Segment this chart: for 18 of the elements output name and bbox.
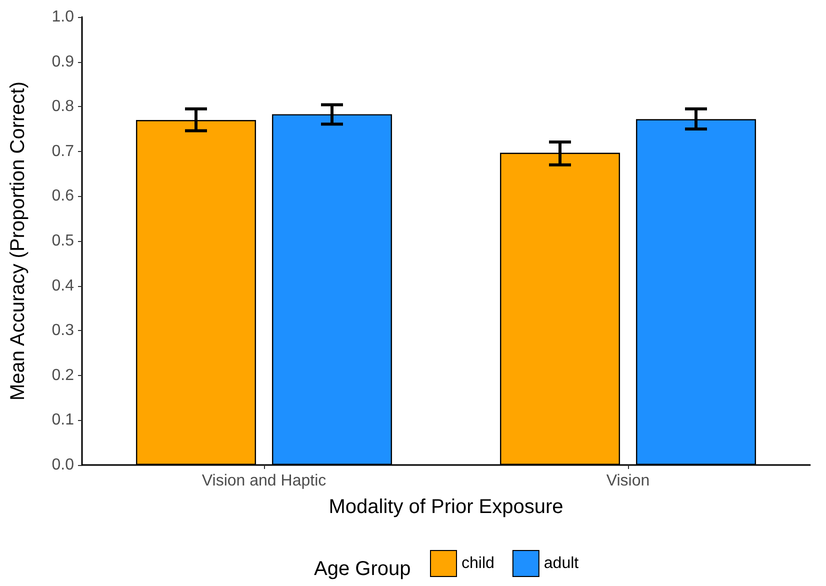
y-tick-label: 0.6 xyxy=(52,188,74,205)
y-tick-label: 0.2 xyxy=(52,366,74,384)
legend-label: child xyxy=(462,555,494,572)
y-tick-label: 0.7 xyxy=(52,142,74,160)
x-tick-label: Vision xyxy=(606,472,650,490)
x-axis-title: Modality of Prior Exposure xyxy=(328,496,564,518)
y-tick-label: 0.8 xyxy=(52,98,74,116)
y-axis-title: Mean Accuracy (Proportion Correct) xyxy=(7,81,29,401)
x-tick-label: Vision and Haptic xyxy=(202,472,326,490)
y-tick-label: 0.0 xyxy=(52,456,74,474)
y-tick-label: 0.3 xyxy=(52,322,74,340)
y-tick-label: 0.9 xyxy=(52,53,74,70)
y-tick-label: 0.1 xyxy=(52,412,74,429)
y-tick-label: 0.4 xyxy=(52,277,74,294)
y-tick-label: 1.0 xyxy=(52,8,74,26)
y-tick-label: 0.5 xyxy=(52,232,74,250)
legend-label: adult xyxy=(544,555,580,572)
legend-title: Age Group xyxy=(314,558,411,580)
